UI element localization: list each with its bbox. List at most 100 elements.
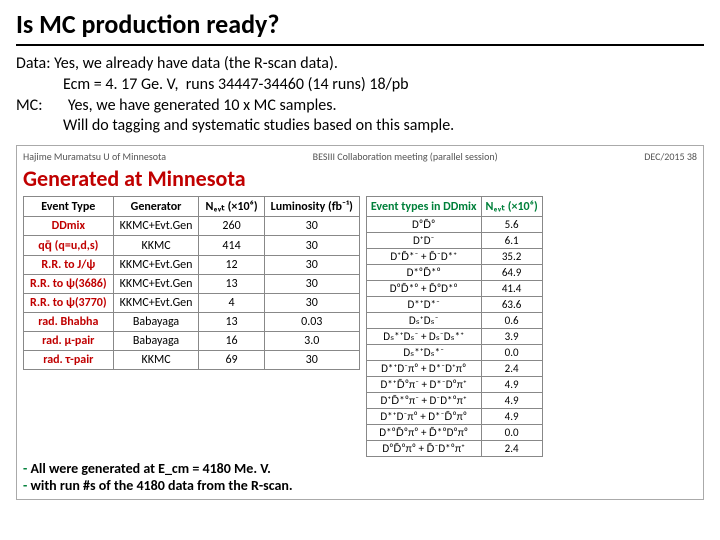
t2-label: D*⁰D̄⁰π⁰ + D̄*⁰D⁰π⁰ bbox=[366, 425, 481, 441]
t2-label: D⁺D̄*⁰π⁻ + D⁻D*⁰π⁺ bbox=[366, 393, 481, 409]
slide-hdr-mid: BESIII Collaboration meeting (parallel s… bbox=[313, 150, 498, 163]
t1-nevt: 414 bbox=[199, 236, 264, 256]
title-underline bbox=[16, 44, 704, 46]
table-row: rad. τ-pairKKMC6930 bbox=[24, 351, 360, 370]
t1-nevt: 13 bbox=[199, 275, 264, 294]
slide-hdr-right: DEC/2015 38 bbox=[644, 150, 697, 163]
t2-label: Dₛ*⁺Dₛ⁻ + Dₛ⁻Dₛ*⁺ bbox=[366, 329, 481, 345]
t1-h1: Generator bbox=[113, 197, 199, 217]
table-generated: Event Type Generator Nₑᵥₜ (×10⁶) Luminos… bbox=[23, 196, 360, 370]
t2-label: D*⁰D̄*⁰ bbox=[366, 265, 481, 281]
t2-label: D⁺D̄*⁻ + D̄⁻D*⁺ bbox=[366, 249, 481, 265]
t2-n: 4.9 bbox=[481, 377, 542, 393]
t1-gen: Babayaga bbox=[113, 332, 199, 351]
t2-n: 41.4 bbox=[481, 281, 542, 297]
t2-n: 2.4 bbox=[481, 441, 542, 457]
t2-n: 4.9 bbox=[481, 393, 542, 409]
gen-title: Generated at Minnesota bbox=[23, 165, 697, 192]
intro-l1: Data: Yes, we already have data (the R-s… bbox=[16, 54, 704, 75]
t1-label: DDmix bbox=[24, 217, 114, 236]
table-row: R.R. to J/ψKKMC+Evt.Gen1230 bbox=[24, 256, 360, 275]
t2-n: 0.6 bbox=[481, 313, 542, 329]
t1-lum: 3.0 bbox=[264, 332, 359, 351]
t2-n: 64.9 bbox=[481, 265, 542, 281]
t1-gen: KKMC bbox=[113, 351, 199, 370]
t1-lum: 30 bbox=[264, 351, 359, 370]
t2-n: 6.1 bbox=[481, 233, 542, 249]
t2-label: D⁰D̄⁰π⁰ + D̄⁻D*⁰π⁺ bbox=[366, 441, 481, 457]
slide-header: Hajime Muramatsu U of Minnesota BESIII C… bbox=[23, 150, 697, 163]
page-title: Is MC production ready? bbox=[16, 8, 704, 40]
t1-label: rad. τ-pair bbox=[24, 351, 114, 370]
table-ddmix: Event types in DDmix Nₑᵥₜ (×10⁶) D⁰D̄⁰5.… bbox=[366, 196, 543, 457]
t1-nevt: 260 bbox=[199, 217, 264, 236]
t1-gen: KKMC+Evt.Gen bbox=[113, 256, 199, 275]
t2-label: D*⁺D⁻π⁰ + D*⁻D⁺π⁰ bbox=[366, 361, 481, 377]
note-2: - with run #s of the 4180 data from the … bbox=[23, 478, 697, 495]
table-row: Dₛ*⁺Dₛ⁻ + Dₛ⁻Dₛ*⁺3.9 bbox=[366, 329, 542, 345]
t1-h2: Nₑᵥₜ (×10⁶) bbox=[199, 197, 264, 217]
table-row: D*⁰D̄⁰π⁰ + D̄*⁰D⁰π⁰0.0 bbox=[366, 425, 542, 441]
intro-l4: Will do tagging and systematic studies b… bbox=[16, 116, 704, 137]
table-row: Dₛ*⁺Dₛ*⁻0.0 bbox=[366, 345, 542, 361]
t1-label: R.R. to J/ψ bbox=[24, 256, 114, 275]
t2-h0: Event types in DDmix bbox=[366, 197, 481, 217]
t1-h0: Event Type bbox=[24, 197, 114, 217]
intro-block: Data: Yes, we already have data (the R-s… bbox=[16, 54, 704, 137]
t1-header-row: Event Type Generator Nₑᵥₜ (×10⁶) Luminos… bbox=[24, 197, 360, 217]
t2-n: 3.9 bbox=[481, 329, 542, 345]
t1-nevt: 12 bbox=[199, 256, 264, 275]
t1-h3: Luminosity (fb⁻¹) bbox=[264, 197, 359, 217]
t2-n: 5.6 bbox=[481, 217, 542, 233]
t2-label: D*⁺D*⁻ bbox=[366, 297, 481, 313]
slide-hdr-left: Hajime Muramatsu U of Minnesota bbox=[23, 150, 166, 163]
t2-label: D⁰D̄*⁰ + D̄⁰D*⁰ bbox=[366, 281, 481, 297]
t1-lum: 30 bbox=[264, 294, 359, 313]
t1-label: R.R. to ψ(3686) bbox=[24, 275, 114, 294]
table-row: rad. μ-pairBabayaga163.0 bbox=[24, 332, 360, 351]
table-row: D⁺D⁻6.1 bbox=[366, 233, 542, 249]
t1-gen: KKMC bbox=[113, 236, 199, 256]
table-row: D*⁺D̄⁰π⁻ + D*⁻D⁰π⁺4.9 bbox=[366, 377, 542, 393]
t1-label: R.R. to ψ(3770) bbox=[24, 294, 114, 313]
table-row: D⁰D̄*⁰ + D̄⁰D*⁰41.4 bbox=[366, 281, 542, 297]
t2-label: D⁰D̄⁰ bbox=[366, 217, 481, 233]
t1-label: rad. Bhabha bbox=[24, 313, 114, 332]
t1-nevt: 13 bbox=[199, 313, 264, 332]
table-row: D*⁰D̄*⁰64.9 bbox=[366, 265, 542, 281]
table-row: qq̄ (q=u,d,s)KKMC41430 bbox=[24, 236, 360, 256]
t1-label: rad. μ-pair bbox=[24, 332, 114, 351]
t2-label: Dₛ⁺Dₛ⁻ bbox=[366, 313, 481, 329]
table-row: R.R. to ψ(3770)KKMC+Evt.Gen430 bbox=[24, 294, 360, 313]
table-row: D⁰D̄⁰5.6 bbox=[366, 217, 542, 233]
t1-lum: 30 bbox=[264, 275, 359, 294]
t2-label: Dₛ*⁺Dₛ*⁻ bbox=[366, 345, 481, 361]
t1-lum: 30 bbox=[264, 236, 359, 256]
t2-n: 35.2 bbox=[481, 249, 542, 265]
table-row: D⁰D̄⁰π⁰ + D̄⁻D*⁰π⁺2.4 bbox=[366, 441, 542, 457]
t2-header-row: Event types in DDmix Nₑᵥₜ (×10⁶) bbox=[366, 197, 542, 217]
t1-gen: KKMC+Evt.Gen bbox=[113, 294, 199, 313]
table-row: rad. BhabhaBabayaga130.03 bbox=[24, 313, 360, 332]
table-row: DDmixKKMC+Evt.Gen26030 bbox=[24, 217, 360, 236]
t1-nevt: 16 bbox=[199, 332, 264, 351]
t2-label: D*⁺D̄⁰π⁻ + D*⁻D⁰π⁺ bbox=[366, 377, 481, 393]
tables-row: Event Type Generator Nₑᵥₜ (×10⁶) Luminos… bbox=[23, 196, 697, 457]
t1-gen: Babayaga bbox=[113, 313, 199, 332]
table-row: D*⁺D⁻π⁰ + D*⁻D⁺π⁰2.4 bbox=[366, 361, 542, 377]
t2-n: 63.6 bbox=[481, 297, 542, 313]
t1-label: qq̄ (q=u,d,s) bbox=[24, 236, 114, 256]
table-row: D*⁺D*⁻63.6 bbox=[366, 297, 542, 313]
t2-label: D⁺D⁻ bbox=[366, 233, 481, 249]
t2-n: 0.0 bbox=[481, 425, 542, 441]
table-row: D⁺D̄*⁰π⁻ + D⁻D*⁰π⁺4.9 bbox=[366, 393, 542, 409]
t2-n: 0.0 bbox=[481, 345, 542, 361]
t2-label: D*⁺D⁻π⁰ + D*⁻D̄⁰π⁰ bbox=[366, 409, 481, 425]
table-row: D⁺D̄*⁻ + D̄⁻D*⁺35.2 bbox=[366, 249, 542, 265]
embedded-slide: Hajime Muramatsu U of Minnesota BESIII C… bbox=[16, 145, 704, 500]
t2-n: 2.4 bbox=[481, 361, 542, 377]
slide-notes: - All were generated at E_cm = 4180 Me. … bbox=[23, 461, 697, 495]
t1-lum: 0.03 bbox=[264, 313, 359, 332]
intro-l3: MC: Yes, we have generated 10 x MC sampl… bbox=[16, 96, 704, 117]
t1-gen: KKMC+Evt.Gen bbox=[113, 275, 199, 294]
